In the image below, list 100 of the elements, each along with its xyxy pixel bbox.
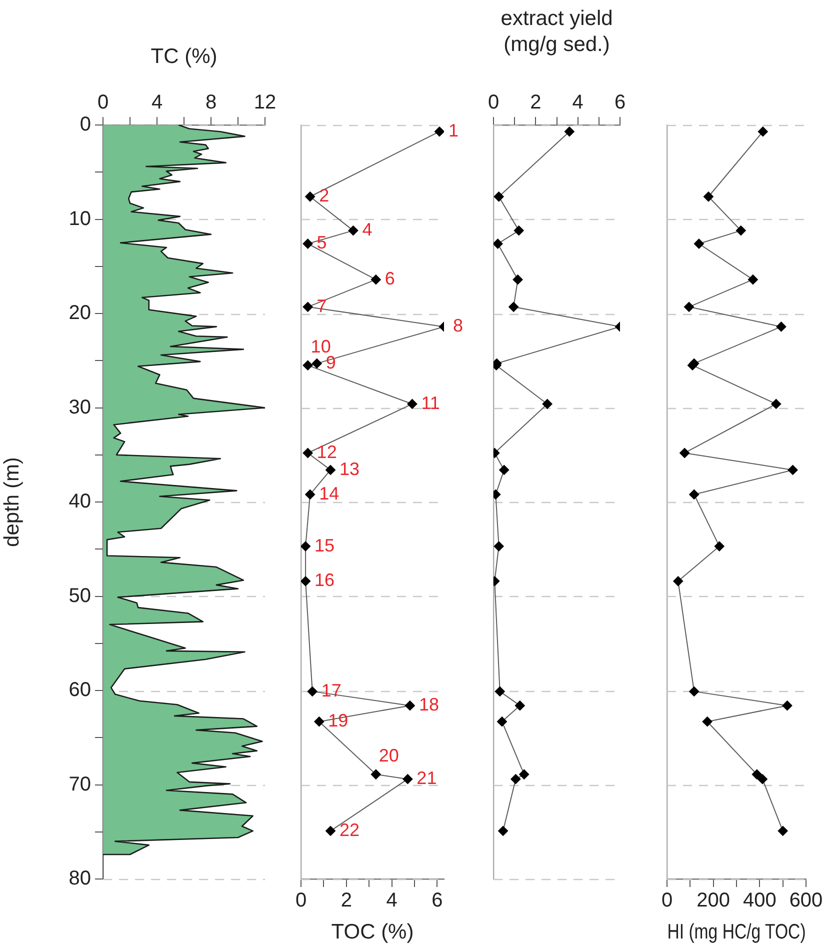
point	[758, 126, 768, 137]
point	[301, 541, 311, 552]
x-tick-label: 12	[254, 92, 276, 114]
annotation: 6	[384, 268, 395, 289]
annotation: 21	[416, 768, 437, 788]
point	[494, 686, 505, 696]
point	[778, 826, 788, 836]
y-tick-label: 50	[68, 584, 91, 607]
annotation: 13	[340, 458, 360, 479]
annotation: 14	[319, 483, 340, 504]
x-tick-label: 6	[614, 92, 626, 114]
x-tick-label: 0	[661, 890, 673, 912]
y-tick-label: 60	[68, 679, 91, 702]
annotation: 15	[314, 535, 335, 556]
point	[512, 274, 523, 285]
point	[510, 774, 521, 784]
x-axis-title: extract yield (mg/g sed.)	[500, 6, 613, 56]
point	[434, 126, 444, 137]
point	[752, 769, 762, 780]
point	[302, 360, 313, 370]
point	[494, 541, 504, 552]
point	[736, 226, 746, 236]
point	[757, 774, 768, 784]
point	[689, 686, 700, 696]
x-tick-label: 0	[295, 890, 307, 912]
point	[305, 192, 316, 202]
x-tick-label: 4	[572, 92, 584, 114]
point	[684, 302, 694, 312]
point	[714, 541, 724, 552]
annotation: 20	[378, 745, 399, 766]
point	[771, 398, 782, 409]
point	[514, 226, 524, 236]
point	[326, 826, 336, 836]
point	[407, 398, 418, 409]
y-tick-label: 0	[80, 114, 91, 136]
x-tick-label: 2	[530, 92, 542, 114]
point	[370, 769, 381, 780]
point	[301, 576, 311, 586]
annotation: 11	[421, 392, 440, 413]
point	[542, 398, 552, 409]
point	[370, 274, 381, 285]
y-tick-label: 80	[68, 868, 91, 890]
point	[494, 192, 504, 202]
y-tick-label: 30	[68, 396, 91, 418]
x-axis-title: TC (%)	[150, 44, 218, 68]
point	[673, 576, 684, 586]
point	[788, 464, 798, 475]
point	[680, 448, 690, 458]
point	[402, 774, 413, 784]
point	[305, 489, 316, 500]
point	[494, 238, 503, 249]
annotation: 18	[418, 694, 439, 715]
y-tick-label: 70	[68, 773, 91, 796]
point	[776, 322, 786, 332]
point	[302, 238, 313, 249]
annotation: 1	[448, 120, 458, 141]
x-tick-label: 0	[97, 92, 109, 114]
x-tick-label: 0	[488, 92, 500, 114]
annotation: 12	[316, 442, 337, 462]
point	[564, 126, 574, 137]
y-tick-label: 20	[68, 302, 91, 324]
x-axis-title: TOC (%)	[331, 920, 414, 944]
point	[514, 700, 525, 711]
point	[312, 358, 322, 368]
x-tick-label: 2	[340, 890, 352, 912]
x-axis-title: HI (mg HC/g TOC)	[667, 921, 806, 944]
point	[404, 700, 415, 711]
x-tick-label: 400	[742, 890, 776, 912]
point	[499, 464, 510, 475]
point	[326, 464, 336, 475]
point	[519, 769, 530, 780]
point	[702, 716, 712, 727]
point	[782, 700, 792, 711]
x-tick-label: 8	[205, 92, 217, 114]
point	[748, 274, 758, 285]
annotation: 8	[453, 316, 464, 336]
point	[703, 192, 714, 202]
y-tick-label: 40	[68, 490, 91, 513]
point	[314, 716, 324, 727]
point	[498, 826, 508, 836]
point	[348, 226, 358, 236]
point	[689, 489, 700, 500]
point	[694, 238, 704, 249]
annotation: 4	[362, 220, 372, 240]
point	[307, 686, 318, 696]
x-tick-label: 200	[696, 890, 730, 912]
annotation: 10	[310, 336, 331, 356]
point	[302, 302, 313, 312]
x-tick-label: 600	[789, 890, 823, 912]
x-tick-label: 4	[151, 92, 163, 114]
point	[508, 302, 519, 312]
annotation: 22	[340, 820, 360, 840]
point	[496, 716, 507, 727]
annotation: 16	[314, 570, 335, 590]
annotation: 2	[319, 186, 330, 206]
point	[302, 448, 313, 458]
y-axis-title: depth (m)	[0, 457, 24, 547]
y-tick-label: 10	[68, 208, 91, 230]
x-tick-label: 4	[386, 890, 398, 912]
x-tick-label: 6	[432, 890, 443, 912]
